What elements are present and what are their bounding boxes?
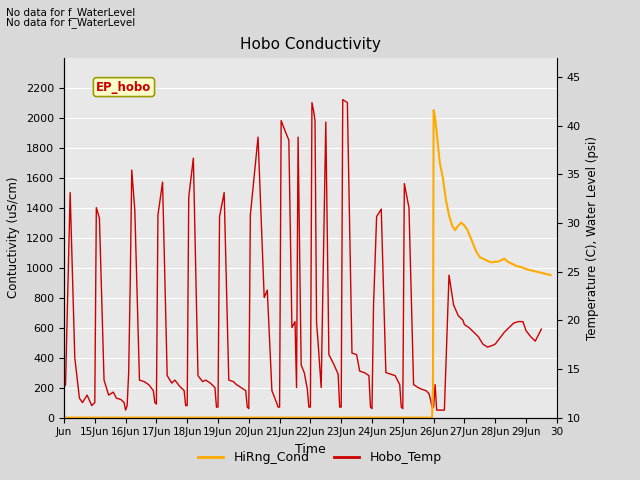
Text: EP_hobo: EP_hobo	[97, 81, 152, 94]
Text: No data for f_WaterLevel: No data for f_WaterLevel	[6, 7, 136, 18]
Title: Hobo Conductivity: Hobo Conductivity	[240, 37, 381, 52]
Y-axis label: Temperature (C), Water Level (psi): Temperature (C), Water Level (psi)	[586, 136, 599, 340]
Y-axis label: Contuctivity (uS/cm): Contuctivity (uS/cm)	[8, 177, 20, 299]
Legend: HiRng_Cond, Hobo_Temp: HiRng_Cond, Hobo_Temp	[193, 446, 447, 469]
X-axis label: Time: Time	[295, 443, 326, 456]
Text: No data for f_WaterLevel: No data for f_WaterLevel	[6, 17, 136, 28]
